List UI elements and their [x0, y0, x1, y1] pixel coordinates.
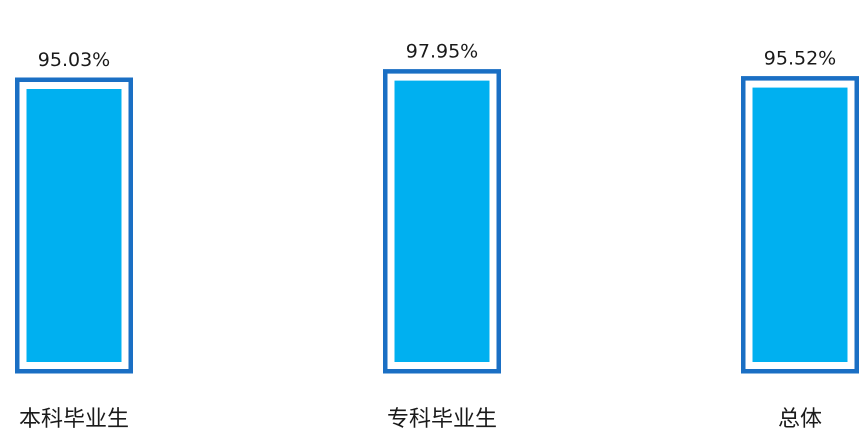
labels-layer: 95.03% 本科毕业生 97.95% 专科毕业生 95.52% 总体 [19, 40, 836, 432]
bar-2 [752, 87, 848, 362]
value-label-0: 95.03% [38, 49, 110, 71]
category-label-1: 专科毕业生 [387, 407, 497, 432]
category-label-2: 总体 [778, 407, 822, 432]
bars-layer [15, 69, 859, 374]
value-label-2: 95.52% [764, 47, 836, 69]
value-label-1: 97.95% [406, 40, 478, 62]
bar-1 [394, 80, 490, 363]
category-label-0: 本科毕业生 [19, 407, 129, 432]
bar-0 [26, 89, 122, 362]
